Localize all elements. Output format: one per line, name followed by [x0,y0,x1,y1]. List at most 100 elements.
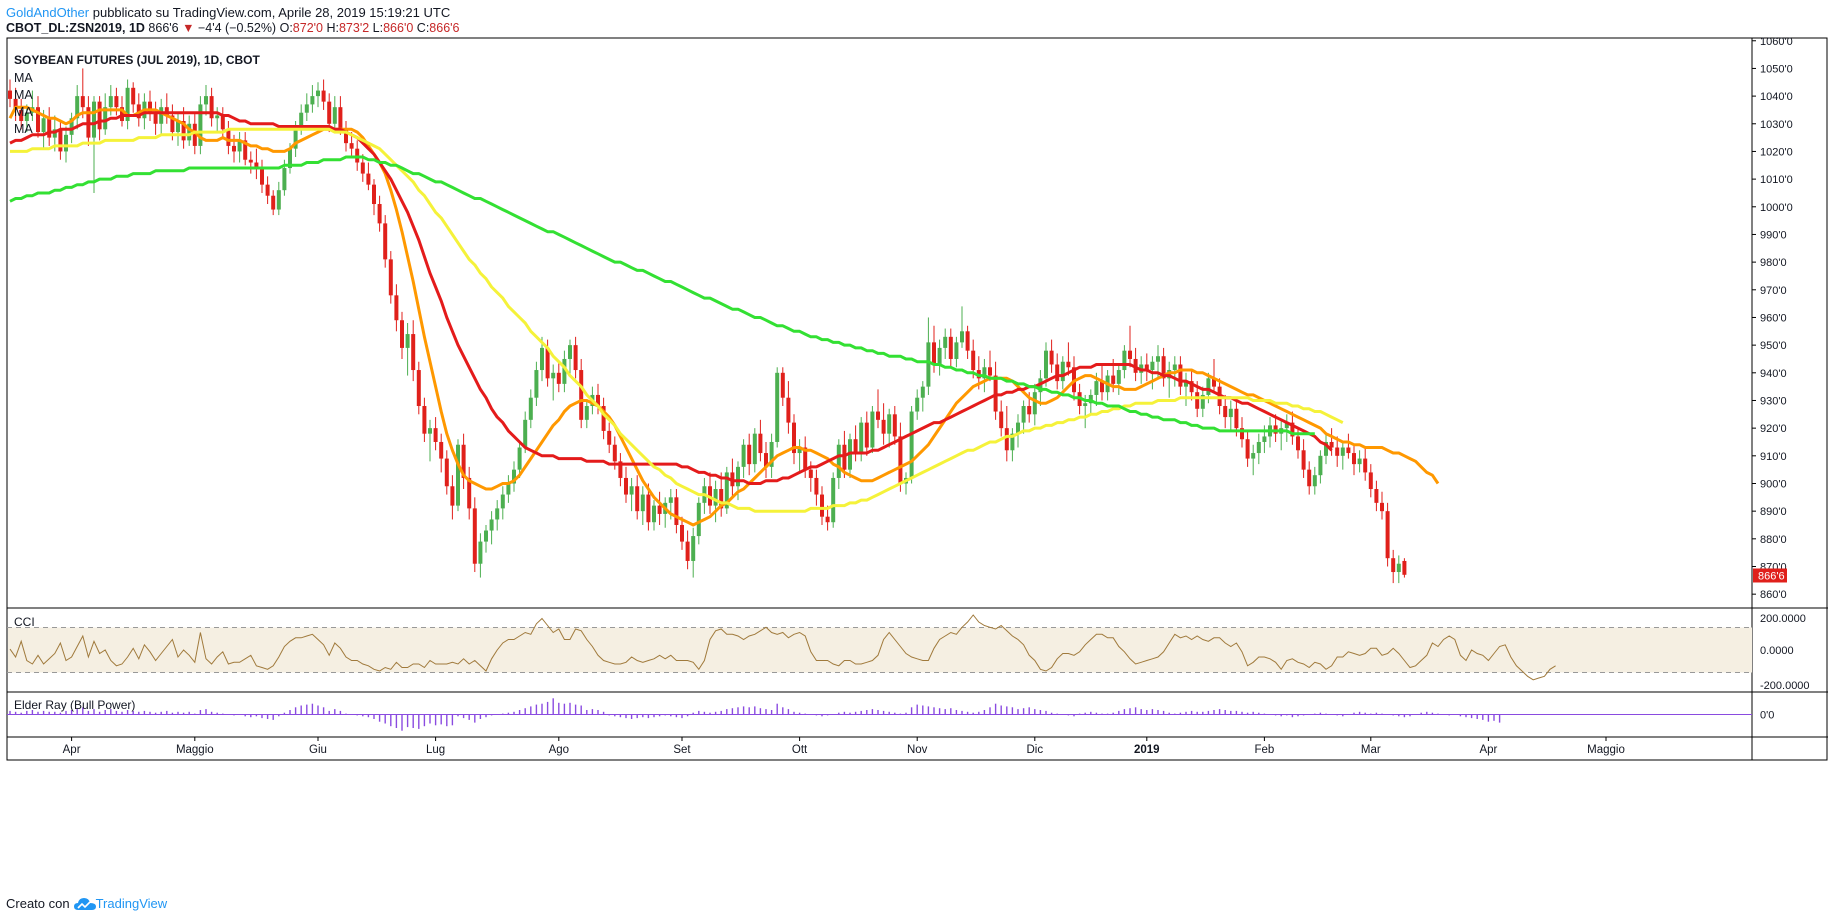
candle[interactable] [148,90,152,122]
candle[interactable] [820,486,824,525]
candle[interactable] [775,367,780,448]
candle[interactable] [1021,400,1026,434]
candle[interactable] [708,472,712,514]
candle[interactable] [584,400,589,429]
candle[interactable] [1301,439,1306,478]
candle[interactable] [764,441,768,478]
candle[interactable] [1200,386,1205,418]
candle[interactable] [948,328,953,368]
candle[interactable] [136,93,141,127]
candle[interactable] [937,339,942,376]
candle[interactable] [24,104,29,133]
candle[interactable] [831,472,836,528]
candle[interactable] [556,361,561,393]
candle[interactable] [741,439,746,478]
candle[interactable] [237,132,242,163]
candle[interactable] [892,406,897,445]
candle[interactable] [131,82,136,113]
moving-average-line-1[interactable] [8,105,1440,527]
candle[interactable] [719,472,724,517]
candle[interactable] [444,450,449,495]
candle[interactable] [1290,411,1295,445]
candle[interactable] [1049,339,1054,373]
candle[interactable] [1374,480,1379,512]
candle[interactable] [1340,441,1345,470]
candle[interactable] [601,397,606,440]
cci-line[interactable] [9,614,1556,681]
candle[interactable] [663,497,668,528]
candle[interactable] [1380,491,1384,520]
candle[interactable] [836,439,841,490]
candle[interactable] [125,79,130,130]
candle[interactable] [993,361,998,420]
candle[interactable] [489,511,494,545]
candle[interactable] [786,381,791,434]
candle[interactable] [1335,436,1340,467]
candle[interactable] [394,284,399,332]
candle[interactable] [215,107,220,133]
candle[interactable] [153,101,158,135]
candle[interactable] [758,419,763,462]
candle[interactable] [467,466,472,520]
candle[interactable] [1060,356,1065,390]
candle[interactable] [1128,325,1132,368]
candle[interactable] [19,98,24,130]
moving-average-line-3[interactable] [10,127,1344,513]
candle[interactable] [248,151,253,174]
candle[interactable] [853,425,858,462]
candle[interactable] [960,306,964,348]
candle[interactable] [1010,428,1015,462]
candle[interactable] [999,400,1004,437]
candle[interactable] [372,179,376,216]
candle[interactable] [1223,394,1228,429]
candle[interactable] [680,516,684,550]
candle[interactable] [1133,347,1138,382]
candle[interactable] [1352,444,1356,476]
candle[interactable] [360,154,365,182]
candle[interactable] [926,317,931,395]
candle[interactable] [1307,461,1312,495]
candle[interactable] [618,453,623,487]
candle[interactable] [103,93,108,135]
candle[interactable] [1044,342,1048,387]
candle[interactable] [344,121,348,152]
candle[interactable] [271,190,276,216]
candle[interactable] [405,323,410,376]
candle[interactable] [1016,414,1020,448]
tradingview-link[interactable]: TradingView [73,896,167,911]
candle[interactable] [1055,353,1060,390]
candle[interactable] [876,389,880,429]
candle[interactable] [1251,444,1256,476]
candle[interactable] [1167,361,1172,398]
candle[interactable] [674,489,679,534]
candle[interactable] [1122,345,1127,379]
candle[interactable] [573,336,578,379]
candle[interactable] [366,162,371,191]
candle[interactable] [377,195,382,232]
candle[interactable] [562,350,567,393]
candle[interactable] [13,87,18,122]
candle[interactable] [58,121,63,160]
candle[interactable] [1161,347,1166,387]
candle[interactable] [1368,464,1373,498]
candle[interactable] [411,320,416,382]
candle[interactable] [780,367,785,407]
candle[interactable] [909,406,914,484]
candle[interactable] [159,98,164,135]
candle[interactable] [36,96,40,138]
candle[interactable] [568,339,572,376]
candle[interactable] [243,132,248,166]
candle[interactable] [1329,428,1334,456]
moving-average-line-2[interactable] [9,111,1333,485]
candle[interactable] [484,524,488,553]
candle[interactable] [1212,358,1216,393]
candle[interactable] [640,486,645,525]
candle[interactable] [657,491,662,525]
candle[interactable] [887,408,892,448]
candle[interactable] [1245,430,1250,467]
candle[interactable] [321,79,326,110]
candle[interactable] [1312,466,1317,495]
candle[interactable] [1318,450,1323,484]
candle[interactable] [724,466,729,514]
candle[interactable] [797,439,802,473]
